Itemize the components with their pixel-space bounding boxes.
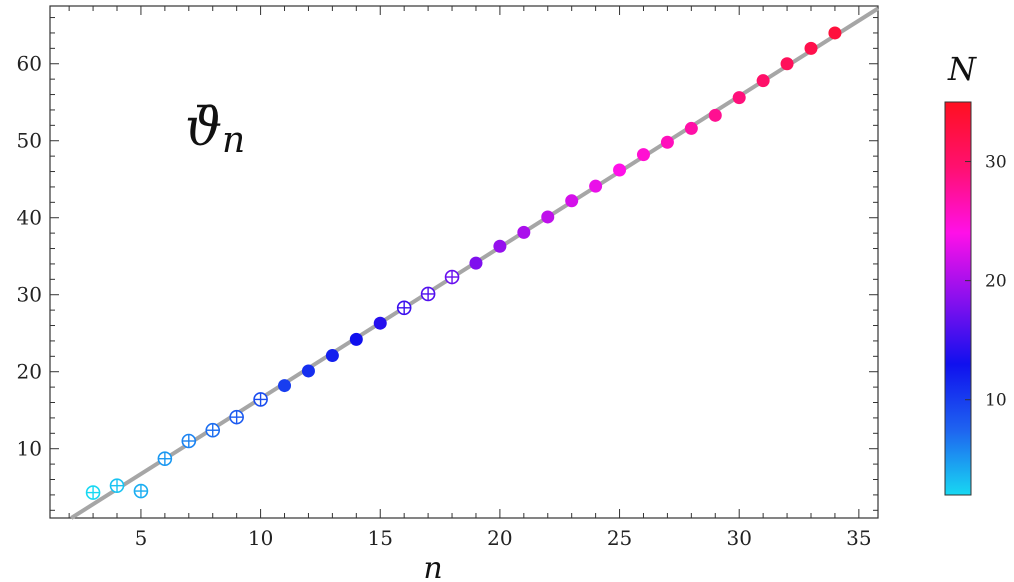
y-tick-label: 40 <box>17 206 42 230</box>
plot-frame <box>49 5 879 519</box>
data-point <box>613 163 627 177</box>
data-point-open <box>133 483 149 499</box>
y-tick-label: 10 <box>17 437 42 461</box>
x-axis-label: n <box>423 551 442 582</box>
data-point <box>373 316 387 330</box>
x-tick-label: 15 <box>368 526 393 550</box>
data-point <box>828 26 842 40</box>
annotation-subscript: n <box>222 120 245 161</box>
y-tick-labels: 10 20 30 40 50 60 <box>17 52 42 461</box>
data-point <box>565 194 579 208</box>
data-point <box>732 91 746 105</box>
data-point <box>278 379 292 393</box>
colorbar-tick-label: 10 <box>985 391 1007 411</box>
data-point-open <box>396 300 412 316</box>
data-point <box>517 225 531 239</box>
y-tick-label: 60 <box>17 52 42 76</box>
data-point-open <box>420 286 436 302</box>
data-point <box>636 148 650 162</box>
data-point <box>493 239 507 253</box>
data-point-open <box>229 409 244 425</box>
data-point <box>589 179 603 193</box>
y-tick-label: 20 <box>17 360 42 384</box>
data-point-open <box>157 451 173 467</box>
x-tick-labels: 5 10 15 20 25 30 35 <box>135 526 872 550</box>
x-tick-label: 10 <box>248 526 273 550</box>
data-point-open <box>181 433 197 449</box>
y-tick-label: 30 <box>17 283 42 307</box>
data-point <box>349 332 363 346</box>
colorbar-tick-label: 30 <box>985 153 1007 173</box>
colorbar <box>944 101 972 496</box>
data-point-open <box>253 392 268 407</box>
data-point <box>541 210 555 224</box>
data-point-open <box>444 269 460 285</box>
x-tick-label: 5 <box>135 526 148 550</box>
data-point-open <box>109 478 125 493</box>
data-point <box>780 57 794 71</box>
data-point <box>684 121 698 135</box>
data-point <box>756 74 770 88</box>
data-point <box>301 364 315 378</box>
data-point <box>469 256 483 270</box>
colorbar-title: N <box>947 50 977 88</box>
data-point-open <box>85 485 101 500</box>
annotation-symbol: ϑ <box>185 98 222 158</box>
x-tick-label: 25 <box>607 526 632 550</box>
colorbar-ticks: 10 20 30 <box>965 153 1007 411</box>
data-point <box>325 349 339 363</box>
data-points <box>85 26 842 500</box>
data-point-open <box>205 422 221 438</box>
x-tick-label: 35 <box>846 526 871 550</box>
x-tick-label: 20 <box>487 526 512 550</box>
y-tick-label: 50 <box>17 129 42 153</box>
axis-ticks <box>50 6 878 518</box>
data-point <box>708 108 722 122</box>
data-point <box>660 135 674 149</box>
data-point <box>804 41 818 55</box>
colorbar-tick-label: 20 <box>985 272 1007 292</box>
x-tick-label: 30 <box>726 526 751 550</box>
